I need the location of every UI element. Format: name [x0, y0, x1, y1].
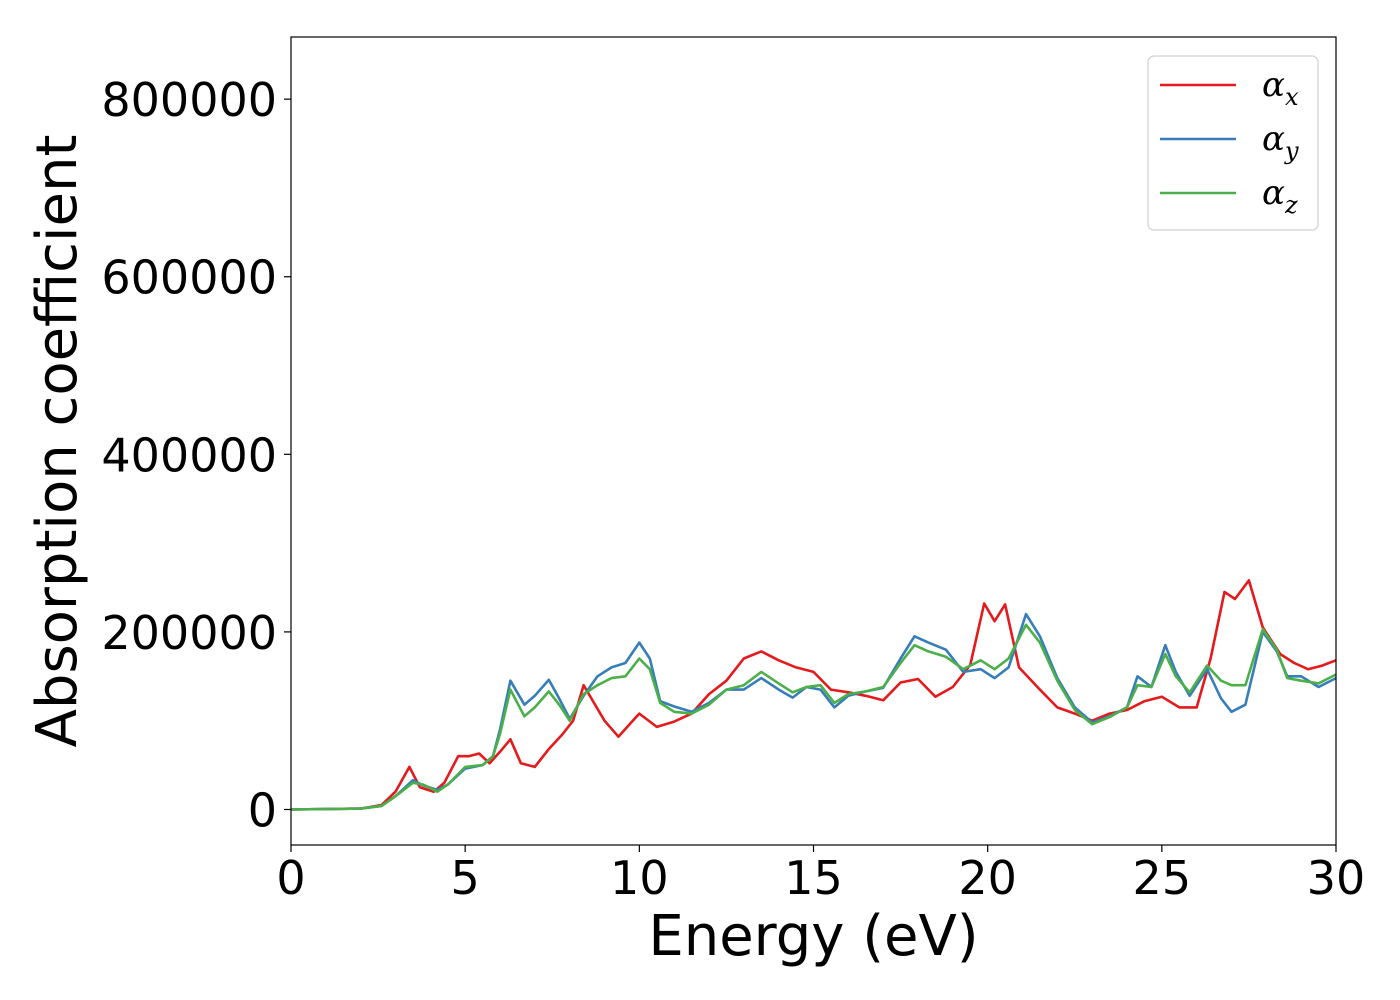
x-tick-label: 20	[958, 851, 1017, 905]
legend: αx αy αz	[1147, 55, 1319, 231]
x-tick-label: 15	[784, 851, 843, 905]
y-tick-label: 600000	[101, 251, 277, 305]
legend-label-z: αz	[1262, 173, 1298, 219]
y-tick-label: 0	[248, 783, 277, 837]
x-tick-label: 5	[451, 851, 480, 905]
series-line-y	[290, 612, 1337, 811]
legend-label-x: αx	[1262, 65, 1299, 111]
series-line-z	[290, 623, 1337, 811]
x-axis-title: Energy (eV)	[648, 904, 978, 969]
plot-lines	[290, 579, 1337, 811]
series-line-x	[290, 579, 1337, 811]
y-axis: 0 200000 400000 600000 800000	[101, 73, 291, 837]
legend-label-y: αy	[1262, 119, 1299, 165]
y-axis-title: Absorption coefficient	[25, 135, 90, 748]
x-tick-label: 30	[1307, 851, 1366, 905]
y-tick-label: 400000	[101, 428, 277, 482]
y-tick-label: 200000	[101, 606, 277, 660]
x-axis: 0 5 10 15 20 25 30	[276, 845, 1365, 905]
legend-box	[1147, 55, 1319, 231]
x-tick-label: 0	[276, 851, 305, 905]
x-tick-label: 25	[1133, 851, 1192, 905]
x-tick-label: 10	[610, 851, 669, 905]
y-tick-label: 800000	[101, 73, 277, 127]
